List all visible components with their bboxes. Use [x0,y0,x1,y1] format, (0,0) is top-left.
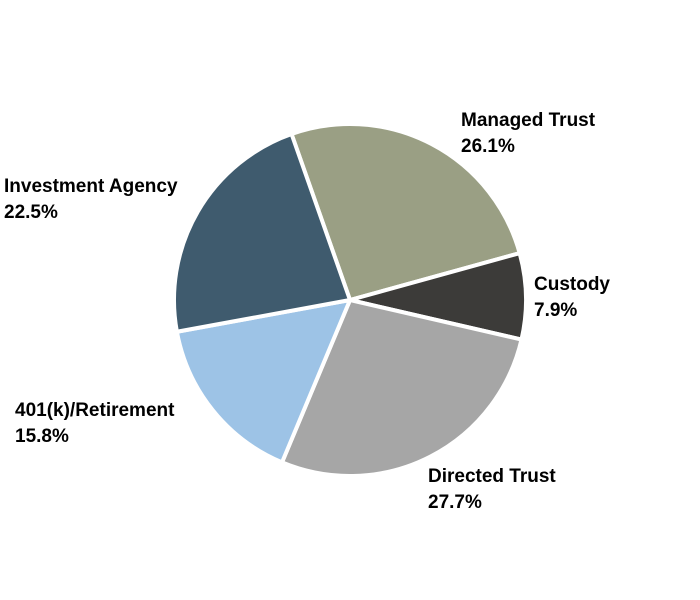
pie-slice-investment-agency [171,131,352,334]
slice-value-label: 15.8% [15,426,69,447]
slice-value-label: 7.9% [534,300,577,321]
slice-label-401-k-retirement: 401(k)/Retirement 15.8% [15,400,175,447]
slice-label-custody: Custody 7.9% [534,274,610,321]
slice-value-label: 22.5% [4,202,58,223]
slice-category-label: Directed Trust [428,466,556,487]
slice-category-label: Investment Agency [4,176,178,197]
slice-value-label: 26.1% [461,136,515,157]
slice-category-label: Managed Trust [461,110,596,131]
slice-label-managed-trust: Managed Trust 26.1% [461,110,596,157]
slice-category-label: 401(k)/Retirement [15,400,175,421]
pie-slice-directed-trust [280,298,524,478]
slice-category-label: Custody [534,274,610,295]
slice-label-directed-trust: Directed Trust 27.7% [428,466,556,513]
pie-slice-401-k-retirement [174,298,352,465]
slice-value-label: 27.7% [428,492,482,513]
slice-label-investment-agency: Investment Agency 22.5% [4,176,178,223]
pie-slices [171,122,528,478]
pie-labels: Managed Trust 26.1% Custody 7.9% Directed Tr… [4,110,610,513]
pie-slice-managed-trust [289,122,522,302]
